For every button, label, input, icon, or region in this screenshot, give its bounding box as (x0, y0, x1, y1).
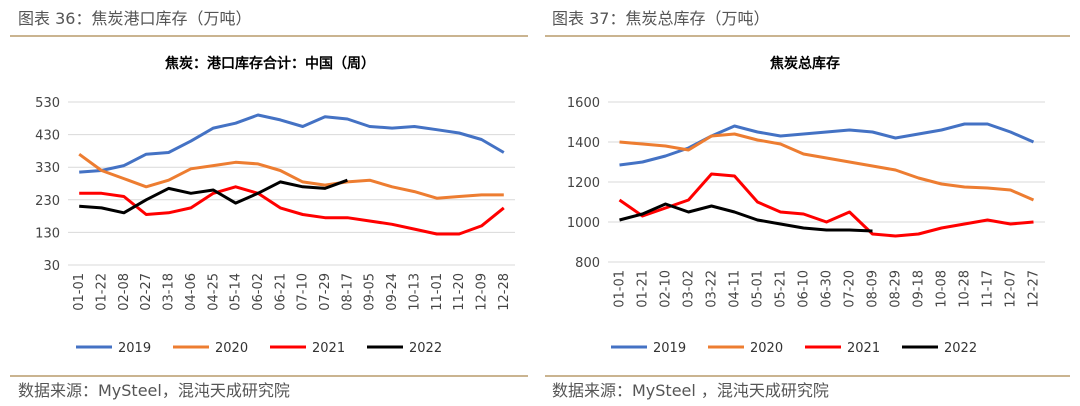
x-tick-label: 05-01 (751, 270, 766, 308)
x-tick-label: 07-29 (318, 273, 333, 311)
x-tick-label: 11-01 (430, 273, 445, 311)
x-tick-label: 09-05 (363, 273, 378, 311)
x-tick-label: 06-10 (797, 270, 812, 308)
x-tick-label: 09-18 (912, 270, 927, 308)
y-tick-label: 430 (35, 129, 60, 144)
x-tick-label: 01-01 (72, 273, 87, 311)
x-tick-label: 06-02 (251, 273, 266, 311)
source-note: 数据来源：MySteel，混沌天成研究院 (18, 381, 290, 400)
y-tick-label: 1200 (567, 176, 600, 191)
series-line (79, 185, 505, 236)
x-tick-label: 04-25 (206, 273, 221, 311)
x-tick-label: 07-20 (843, 270, 858, 308)
x-tick-label: 11-20 (452, 273, 467, 311)
x-tick-label: 11-17 (981, 270, 996, 308)
x-tick-label: 12-27 (1027, 270, 1042, 308)
source-note: 数据来源：MySteel ，混沌天成研究院 (552, 381, 829, 400)
series-line (618, 172, 1034, 238)
y-tick-label: 1400 (567, 136, 600, 151)
chart-title: 焦炭：港口库存合计：中国（周） (164, 55, 375, 72)
chart-title: 焦炭总库存 (769, 55, 840, 72)
x-tick-label: 08-17 (340, 273, 355, 311)
y-tick-label: 330 (35, 161, 60, 176)
series-line (619, 122, 1035, 167)
y-tick-label: 1600 (567, 96, 600, 111)
x-tick-label: 10-08 (935, 270, 950, 308)
series-line (619, 202, 873, 233)
x-tick-label: 03-22 (705, 270, 720, 308)
x-tick-label: 03-02 (682, 270, 697, 308)
x-tick-label: 10-28 (958, 270, 973, 308)
y-tick-label: 800 (575, 256, 600, 271)
x-tick-label: 12-09 (474, 273, 489, 311)
x-tick-label: 10-13 (407, 273, 422, 311)
series-line (78, 152, 504, 200)
x-tick-label: 06-21 (273, 273, 288, 311)
x-tick-label: 12-28 (497, 273, 512, 311)
legend-label: 2020 (215, 341, 248, 356)
x-tick-label: 08-29 (889, 270, 904, 308)
legend-label: 2021 (847, 341, 880, 356)
x-tick-label: 12-07 (1004, 270, 1019, 308)
x-tick-label: 06-30 (820, 270, 835, 308)
figure-caption: 图表 37：焦炭总库存（万吨） (552, 9, 769, 28)
x-tick-label: 02-27 (139, 273, 154, 311)
legend-label: 2022 (409, 341, 442, 356)
x-tick-label: 01-21 (636, 270, 651, 308)
legend-label: 2019 (118, 341, 151, 356)
x-tick-label: 01-22 (95, 273, 110, 311)
y-tick-label: 530 (35, 96, 60, 111)
x-tick-label: 08-09 (866, 270, 881, 308)
y-tick-label: 1000 (567, 216, 600, 231)
figure-caption: 图表 36：焦炭港口库存（万吨） (18, 9, 251, 28)
x-tick-label: 05-21 (774, 270, 789, 308)
x-tick-label: 04-06 (184, 273, 199, 311)
x-tick-label: 03-18 (162, 273, 177, 311)
x-tick-label: 04-11 (728, 270, 743, 308)
x-tick-label: 02-10 (659, 270, 674, 308)
legend-label: 2020 (750, 341, 783, 356)
y-tick-label: 130 (35, 226, 60, 241)
x-tick-label: 09-24 (385, 273, 400, 311)
x-tick-label: 07-10 (296, 273, 311, 311)
series-line (619, 132, 1035, 202)
legend-label: 2022 (944, 341, 977, 356)
x-tick-label: 02-08 (117, 273, 132, 311)
y-tick-label: 30 (43, 259, 60, 274)
series-line (79, 113, 505, 174)
legend-label: 2021 (312, 341, 345, 356)
x-tick-label: 05-14 (229, 273, 244, 311)
legend-label: 2019 (653, 341, 686, 356)
y-tick-label: 230 (35, 194, 60, 209)
series-line (79, 178, 348, 215)
x-tick-label: 01-01 (613, 270, 628, 308)
